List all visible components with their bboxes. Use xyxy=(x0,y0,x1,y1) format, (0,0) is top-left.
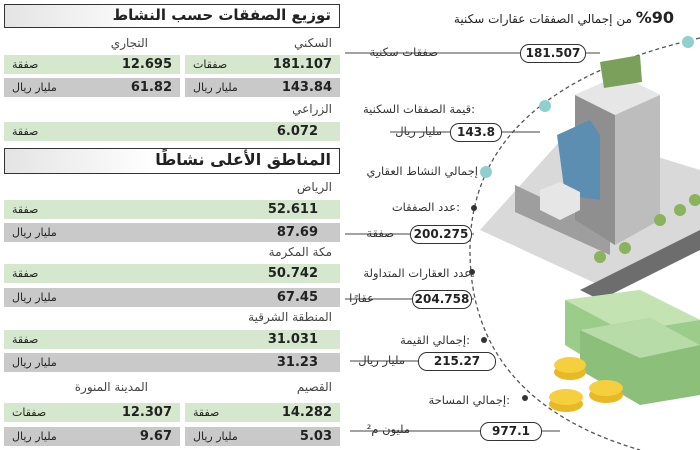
headline: %90 من إجمالي الصفقات عقارات سكنية xyxy=(454,8,674,27)
unit: صفقة xyxy=(12,267,39,280)
money xyxy=(549,290,700,412)
value-pill: 977.1 xyxy=(480,422,542,441)
title-bar: المناطق الأعلى نشاطًا xyxy=(4,148,340,174)
number: 67.45 xyxy=(276,290,318,305)
unit: مليار ريال xyxy=(12,226,57,239)
value-row: مليار ريال 143.84 xyxy=(185,78,340,97)
number: 50.742 xyxy=(267,266,318,281)
unit: صفقات xyxy=(12,406,47,419)
title-bar: توزيع الصفقات حسب النشاط xyxy=(4,4,340,28)
region-label: المدينة المنورة xyxy=(74,380,148,394)
region-label: الرياض xyxy=(296,180,332,194)
number: 9.67 xyxy=(139,429,172,444)
number: 12.695 xyxy=(121,57,172,72)
value-pill: 143.8 xyxy=(450,123,502,142)
number: 61.82 xyxy=(130,80,172,95)
number: 87.69 xyxy=(276,225,318,240)
unit: صفقة xyxy=(12,58,39,71)
unit: مليار ريال xyxy=(12,291,57,304)
value-row: مليار ريال 61.82 xyxy=(4,78,180,97)
category-label: السكني xyxy=(294,36,332,50)
deals-row: صفقات 181.107 xyxy=(185,55,340,74)
category-label: التجاري xyxy=(110,36,148,50)
label: عدد الصفقات: xyxy=(391,200,460,214)
unit: مليار ريال xyxy=(12,356,57,369)
label: إجمالي المساحة: xyxy=(428,393,510,407)
unit: مليار ريال xyxy=(193,430,238,443)
value-row: مليار ريال 9.67 xyxy=(4,427,180,446)
dots xyxy=(469,36,694,401)
headline-text: من إجمالي الصفقات عقارات سكنية xyxy=(453,12,632,26)
unit: مليار ريال xyxy=(12,81,57,94)
unit: صفقة xyxy=(12,125,39,138)
label: صفقات سكنية xyxy=(369,45,438,59)
number: 31.23 xyxy=(276,355,318,370)
section-label: إجمالي النشاط العقاري xyxy=(366,164,478,178)
percent: %90 xyxy=(635,8,674,27)
unit: عقارًا xyxy=(349,291,374,305)
arc xyxy=(469,37,700,450)
unit: صفقات xyxy=(193,58,228,71)
unit: مليون م² xyxy=(366,422,410,436)
unit: صفقة xyxy=(193,406,220,419)
region-label: القصيم xyxy=(296,380,332,394)
building xyxy=(480,55,700,300)
value-pill: 200.275 xyxy=(410,225,472,244)
deals-row: صفقة 31.031 xyxy=(4,330,340,349)
deals-row: صفقات 12.307 xyxy=(4,403,180,422)
value-pill: 181.507 xyxy=(520,44,586,63)
deals-row: صفقة 6.072 xyxy=(4,122,340,141)
unit: مليار ريال xyxy=(358,353,405,367)
label: إجمالي القيمة: xyxy=(400,333,470,347)
value-row: مليار ريال 5.03 xyxy=(185,427,340,446)
value-row: مليار ريال 31.23 xyxy=(4,353,340,372)
unit: صفقة xyxy=(12,333,39,346)
number: 143.84 xyxy=(281,80,332,95)
number: 31.031 xyxy=(267,332,318,347)
value-pill: 204.758 xyxy=(412,290,472,309)
value-row: مليار ريال 67.45 xyxy=(4,288,340,307)
section-title: المناطق الأعلى نشاطًا xyxy=(155,150,331,169)
unit: صفقة xyxy=(12,203,39,216)
section-title: توزيع الصفقات حسب النشاط xyxy=(112,6,331,24)
label: عدد العقارات المتداولة: xyxy=(363,266,475,280)
value-row: مليار ريال 87.69 xyxy=(4,223,340,242)
deals-row: صفقة 50.742 xyxy=(4,264,340,283)
number: 52.611 xyxy=(267,202,318,217)
unit: صفقة xyxy=(366,226,394,240)
region-label: مكة المكرمة xyxy=(268,245,332,259)
unit: مليار ريال xyxy=(395,124,442,138)
value-pill: 215.27 xyxy=(418,352,496,371)
unit: مليار ريال xyxy=(12,430,57,443)
number: 181.107 xyxy=(272,57,332,72)
deals-row: صفقة 52.611 xyxy=(4,200,340,219)
region-label: المنطقة الشرقية xyxy=(248,310,332,324)
deals-row: صفقة 12.695 xyxy=(4,55,180,74)
number: 14.282 xyxy=(281,405,332,420)
category-label: الزراعي xyxy=(292,102,332,116)
number: 12.307 xyxy=(121,405,172,420)
deals-row: صفقة 14.282 xyxy=(185,403,340,422)
label: قيمة الصفقات السكنية: xyxy=(362,102,475,116)
unit: مليار ريال xyxy=(193,81,238,94)
number: 5.03 xyxy=(299,429,332,444)
number: 6.072 xyxy=(276,124,318,139)
